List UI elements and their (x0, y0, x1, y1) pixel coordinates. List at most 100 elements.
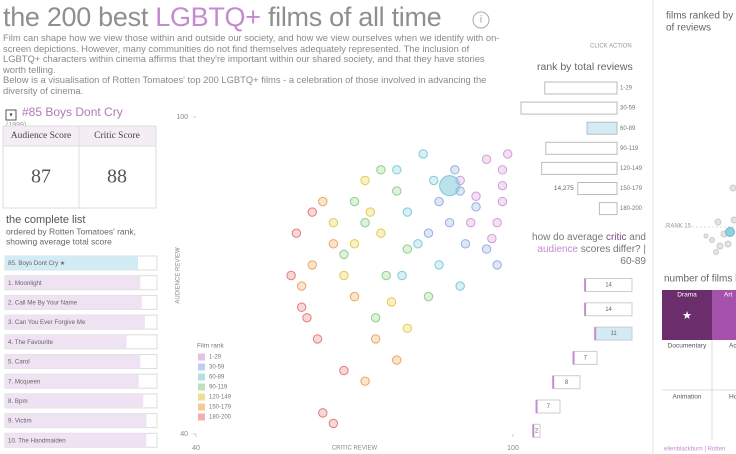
rank-bar[interactable] (598, 202, 618, 216)
dropdown-arrow: ▾ (9, 113, 12, 119)
cell-label: Animation (673, 394, 702, 401)
scatter-point[interactable] (434, 260, 444, 270)
scatter-point[interactable] (423, 291, 434, 302)
scatter-point[interactable] (318, 408, 328, 418)
rank-label: 180-200 (620, 206, 643, 212)
scatter-point[interactable] (402, 207, 413, 217)
scatter-point[interactable] (402, 323, 413, 334)
scatter-point[interactable] (307, 260, 317, 270)
legend-swatch (198, 373, 205, 381)
scatter-point[interactable] (370, 334, 381, 344)
legend-label: 120-149 (209, 395, 232, 401)
scatter-point[interactable] (497, 180, 508, 191)
list-bar (5, 374, 139, 389)
drama-cell[interactable] (662, 290, 712, 340)
scatter-point[interactable] (487, 233, 497, 244)
diff-label: 7 (547, 404, 551, 410)
critic-score: 88 (107, 166, 127, 188)
cell-label: Drama (677, 292, 697, 299)
audience-score: 87 (31, 166, 51, 188)
scatter-point[interactable] (286, 270, 296, 281)
scatter-point[interactable] (312, 334, 323, 344)
scatter-point[interactable] (328, 418, 339, 429)
scatter-point[interactable] (328, 217, 339, 228)
art-cell[interactable] (712, 290, 736, 340)
cell-label: Ac (729, 343, 736, 350)
scatter-point[interactable] (296, 281, 307, 291)
scatter-point[interactable] (460, 239, 471, 249)
scatter-point[interactable] (444, 217, 455, 228)
rank-bar[interactable] (541, 161, 618, 175)
cell-label: Art (724, 292, 733, 299)
scatter-point[interactable] (492, 217, 502, 228)
scatter-point[interactable] (402, 244, 413, 254)
rank-bar[interactable] (545, 141, 618, 155)
scatter-point[interactable] (386, 297, 397, 307)
scatter-point[interactable] (360, 217, 370, 228)
scatter-point[interactable] (434, 196, 444, 207)
page-title: the 200 best LGBTQ+ films of all time (3, 2, 442, 33)
legend-label: 90-119 (209, 385, 228, 391)
scatter-point[interactable] (492, 260, 502, 270)
dropdown[interactable] (5, 109, 17, 121)
list-label: 4. The Favourite (8, 339, 53, 346)
rank-chart-title: rank by total reviews (537, 61, 633, 73)
scatter-point[interactable] (503, 149, 513, 159)
scatter-point[interactable] (466, 217, 476, 228)
scatter-point[interactable] (397, 270, 407, 281)
scatter-point[interactable] (376, 228, 386, 238)
scatter-point[interactable] (370, 313, 381, 323)
scatter-point[interactable] (360, 175, 370, 186)
scatter-point[interactable] (392, 186, 402, 196)
list-title: the complete list (6, 214, 85, 226)
scatter-point[interactable] (450, 165, 460, 175)
legend-label: 150-179 (209, 405, 232, 411)
scatter-point[interactable] (481, 244, 492, 254)
rank-label: 150-179 (620, 186, 643, 192)
scatter-point[interactable] (296, 302, 307, 312)
scatter-point[interactable] (455, 281, 465, 291)
scatter-point[interactable] (497, 165, 508, 175)
rank-bar[interactable] (544, 81, 618, 95)
scatter-point[interactable] (339, 270, 349, 281)
scatter-point[interactable] (318, 196, 328, 207)
legend-label: 180-200 (209, 415, 232, 421)
title-highlight: LGBTQ+ (155, 2, 261, 32)
scatter-point[interactable] (349, 196, 360, 207)
scatter-point[interactable] (381, 270, 391, 281)
scatter-point[interactable] (497, 196, 508, 207)
scatter-point[interactable] (471, 191, 481, 201)
scatter-point[interactable] (339, 249, 349, 260)
scatter-point[interactable] (392, 165, 402, 175)
scatter-point[interactable] (429, 175, 439, 186)
selected-point[interactable] (439, 175, 461, 197)
scatter-point[interactable] (413, 239, 423, 249)
scatter-point[interactable] (291, 228, 302, 238)
scatter-point[interactable] (392, 355, 402, 365)
title-audience: audience (537, 244, 578, 255)
scatter-point[interactable] (471, 202, 481, 212)
scatter-point[interactable] (302, 313, 312, 323)
diff-label: 11 (610, 331, 617, 337)
scatter-point[interactable] (481, 154, 492, 164)
scatter-point[interactable] (349, 291, 360, 302)
click-action[interactable]: CLICK ACTION (590, 44, 632, 50)
legend-label: 30-59 (209, 365, 225, 371)
scatter-point[interactable] (376, 165, 386, 175)
scatter-point[interactable] (360, 376, 370, 386)
rank-bar[interactable] (586, 121, 618, 135)
info-icon[interactable] (472, 11, 490, 29)
list-subtitle: showing average total score (6, 236, 112, 246)
rank-label: 120-149 (620, 166, 643, 172)
scatter-point[interactable] (339, 365, 349, 376)
rank-bar[interactable] (577, 182, 618, 195)
scatter-point[interactable] (418, 149, 428, 159)
scatter-point[interactable] (423, 228, 434, 238)
scatter-point[interactable] (349, 239, 360, 249)
scatter-point[interactable] (365, 207, 376, 217)
rank-bar[interactable] (520, 101, 618, 115)
legend-label: 1-29 (209, 355, 222, 361)
scatter-point[interactable] (307, 207, 317, 217)
legend-swatch (198, 393, 205, 401)
scatter-point[interactable] (328, 239, 339, 249)
